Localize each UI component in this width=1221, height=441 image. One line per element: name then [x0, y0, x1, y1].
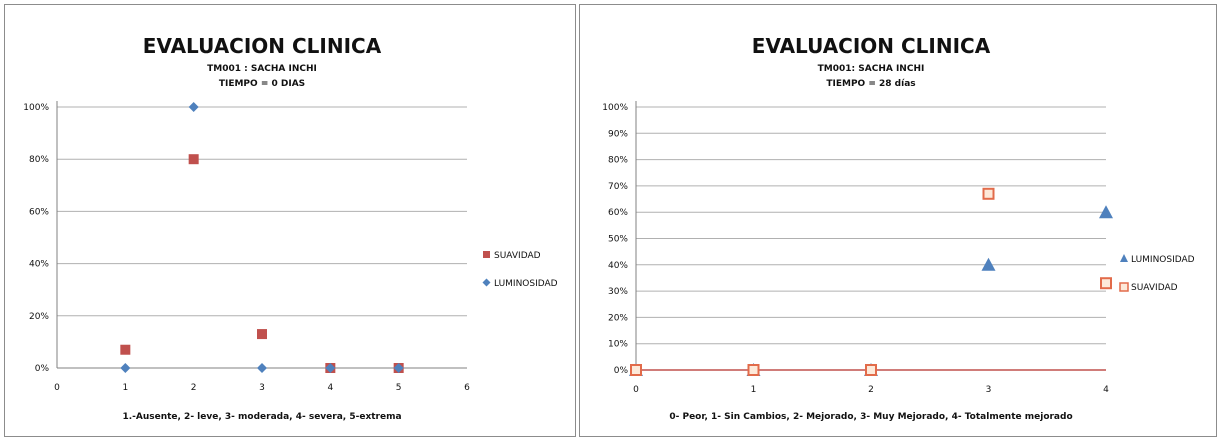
data-point — [1100, 277, 1112, 290]
y-tick-label: 80% — [608, 156, 628, 166]
data-point — [188, 154, 199, 165]
y-tick-label: 0% — [614, 366, 629, 376]
x-tick-label: 2 — [868, 385, 874, 395]
x-tick-label: 4 — [327, 383, 333, 393]
data-point — [747, 364, 760, 376]
legend-marker — [482, 278, 491, 287]
x-tick-label: 6 — [464, 383, 470, 393]
y-tick-label: 80% — [29, 155, 49, 165]
chart-title: EVALUACION CLINICA — [143, 34, 382, 58]
data-point — [257, 363, 267, 373]
data-point — [188, 102, 199, 112]
x-tick-label: 5 — [396, 383, 402, 393]
chart-right-svg: EVALUACION CLINICA TM001: SACHA INCHI TIEM… — [602, 34, 1195, 422]
chart-subtitle: TIEMPO = 0 DIAS — [219, 79, 305, 89]
data-point — [981, 257, 996, 271]
x-tick-label: 0 — [633, 385, 639, 395]
x-tick-label: 0 — [54, 383, 60, 393]
y-tick-label: 20% — [608, 313, 628, 323]
y-tick-label: 100% — [23, 103, 49, 113]
legend-label: SUAVIDAD — [1131, 283, 1178, 293]
y-tick-label: 50% — [608, 235, 628, 245]
chart-subtitle: TM001: SACHA INCHI — [818, 64, 925, 74]
legend-label: SUAVIDAD — [494, 251, 541, 261]
data-point — [393, 363, 404, 373]
x-tick-label: 2 — [191, 383, 197, 393]
y-tick-label: 40% — [29, 260, 49, 270]
x-tick-label: 3 — [986, 385, 992, 395]
chart-panel-left: EVALUACION CLINICA TM001 : SACHA INCHI TIE… — [4, 4, 576, 437]
y-tick-label: 60% — [29, 207, 49, 217]
x-tick-label: 4 — [1103, 385, 1109, 395]
data-point — [120, 344, 131, 355]
legend-marker — [1119, 282, 1129, 292]
y-tick-label: 0% — [35, 364, 50, 374]
x-tick-label: 1 — [122, 383, 128, 393]
legend-label: LUMINOSIDAD — [494, 279, 558, 289]
legend-marker — [483, 251, 490, 258]
chart-left-svg: EVALUACION CLINICA TM001 : SACHA INCHI TIE… — [23, 34, 558, 422]
legend-marker — [1120, 254, 1128, 262]
y-tick-label: 10% — [608, 340, 628, 350]
y-tick-label: 90% — [608, 129, 628, 139]
y-tick-label: 100% — [602, 103, 628, 113]
chart-title: EVALUACION CLINICA — [752, 34, 991, 58]
legend-label: LUMINOSIDAD — [1131, 255, 1195, 265]
data-point — [630, 364, 642, 376]
data-point — [865, 364, 877, 376]
y-tick-label: 20% — [29, 312, 49, 322]
chart-subtitle: TM001 : SACHA INCHI — [207, 64, 317, 74]
x-tick-label: 3 — [259, 383, 265, 393]
y-tick-label: 40% — [608, 261, 628, 271]
data-point — [120, 363, 131, 373]
x-tick-label: 1 — [751, 385, 757, 395]
y-tick-label: 30% — [608, 287, 628, 297]
x-axis-label: 1.-Ausente, 2- leve, 3- moderada, 4- sev… — [122, 412, 401, 422]
y-tick-label: 60% — [608, 208, 628, 218]
y-tick-label: 70% — [608, 182, 628, 192]
data-point — [982, 187, 995, 200]
chart-subtitle: TIEMPO = 28 días — [826, 79, 915, 89]
data-point — [325, 363, 336, 373]
data-point — [257, 329, 267, 340]
data-point — [1099, 205, 1113, 219]
chart-panel-right: EVALUACION CLINICA TM001: SACHA INCHI TIEM… — [579, 4, 1217, 437]
x-axis-label: 0- Peor, 1- Sin Cambios, 2- Mejorado, 3-… — [669, 412, 1072, 422]
